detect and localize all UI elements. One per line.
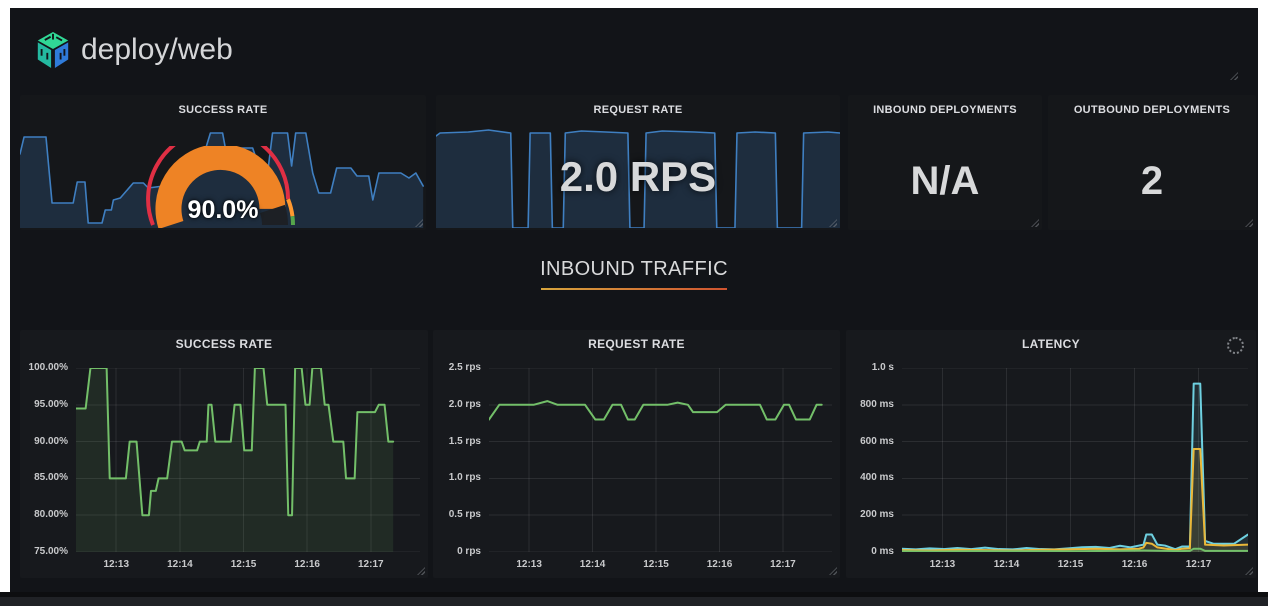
y-axis-tick-label: 80.00%	[34, 509, 68, 521]
panel-title[interactable]: SUCCESS RATE	[178, 104, 268, 116]
x-axis-tick-label: 12:13	[103, 559, 130, 570]
x-axis-tick-label: 12:14	[167, 559, 193, 570]
panel-resize-handle[interactable]	[1031, 219, 1039, 227]
x-axis-tick-label: 12:17	[770, 559, 796, 570]
panel-outbound-deployments-stat: OUTBOUND DEPLOYMENTS 2	[1048, 95, 1256, 230]
y-axis-tick-label: 800 ms	[860, 398, 894, 410]
panel-title[interactable]: SUCCESS RATE	[175, 337, 273, 351]
next-row-cutoff	[0, 592, 1268, 606]
panel-success-rate-stat: SUCCESS RATE 90.0%	[19, 95, 426, 230]
next-row-panel-edge	[0, 597, 1268, 606]
y-axis-tick-label: 200 ms	[860, 509, 894, 521]
y-axis-tick-label: 90.00%	[34, 435, 68, 447]
y-axis-tick-label: 1.5 rps	[448, 435, 481, 447]
y-axis-tick-label: 0 ms	[871, 546, 894, 557]
x-axis-tick-label: 12:13	[516, 559, 542, 570]
y-axis-tick-label: 2.5 rps	[448, 362, 481, 373]
y-axis-tick-label: 0 rps	[457, 546, 481, 557]
deploy-cube-logo-icon	[34, 30, 72, 70]
x-axis-tick-label: 12:15	[643, 559, 669, 570]
panel-resize-handle[interactable]	[1245, 567, 1253, 575]
x-axis-tick-label: 12:16	[294, 559, 320, 570]
dashboard-title: deploy/web	[81, 33, 233, 66]
request-rate-sparkline[interactable]	[435, 128, 841, 229]
panel-request-rate-stat: REQUEST RATE 2.0 RPS	[435, 95, 841, 230]
panel-resize-handle[interactable]	[829, 567, 837, 575]
y-axis-tick-label: 400 ms	[860, 472, 894, 484]
y-axis-tick-label: 1.0 s	[871, 362, 894, 373]
y-axis-tick-label: 75.00%	[34, 546, 68, 557]
section-underline	[541, 288, 727, 290]
x-axis-tick-label: 12:14	[579, 559, 606, 570]
panel-success-rate-graph: SUCCESS RATE 100.00% 95.00% 90.00% 85.00% 80…	[20, 330, 428, 578]
panel-title[interactable]: LATENCY	[1022, 337, 1080, 351]
panel-resize-handle[interactable]	[417, 567, 425, 575]
latency-chart[interactable]	[901, 367, 1249, 553]
y-axis-tick-label: 95.00%	[34, 398, 68, 410]
request-rate-chart[interactable]	[488, 367, 832, 553]
panel-title[interactable]: REQUEST RATE	[588, 337, 685, 351]
section-header: INBOUND TRAFFIC	[10, 258, 1258, 290]
success-rate-gauge[interactable]	[143, 127, 303, 229]
header-panel: deploy/web	[18, 14, 1250, 88]
stat-value: N/A	[910, 159, 980, 203]
panel-title[interactable]: OUTBOUND DEPLOYMENTS	[1073, 104, 1231, 116]
stat-value: 2	[1140, 159, 1164, 203]
section-title: INBOUND TRAFFIC	[540, 258, 728, 280]
x-axis-tick-label: 12:17	[358, 559, 384, 570]
x-axis-tick-label: 12:13	[929, 559, 956, 570]
panel-resize-handle[interactable]	[829, 219, 837, 227]
y-axis-tick-label: 1.0 rps	[448, 472, 481, 484]
panel-inbound-deployments-stat: INBOUND DEPLOYMENTS N/A	[848, 95, 1042, 230]
x-axis-tick-label: 12:15	[230, 559, 257, 570]
gauge-value: 90.0%	[187, 196, 259, 224]
x-axis-tick-label: 12:14	[993, 559, 1020, 570]
panel-resize-handle[interactable]	[415, 219, 423, 227]
x-axis-tick-label: 12:17	[1185, 559, 1212, 570]
panel-resize-handle[interactable]	[1245, 219, 1253, 227]
stat-value: 2.0 RPS	[559, 153, 717, 200]
x-axis-tick-label: 12:16	[1121, 559, 1148, 570]
x-axis-tick-label: 12:16	[706, 559, 733, 570]
y-axis-tick-label: 0.5 rps	[448, 509, 481, 521]
panel-title[interactable]: INBOUND DEPLOYMENTS	[873, 104, 1017, 116]
panel-title[interactable]: REQUEST RATE	[593, 104, 683, 116]
success-rate-chart[interactable]	[75, 367, 420, 553]
panel-resize-handle[interactable]	[1230, 72, 1238, 80]
panel-request-rate-graph: REQUEST RATE 2.5 rps 2.0 rps 1.5 rps 1.0 rp…	[433, 330, 840, 578]
dashboard: deploy/web SUCCESS RATE 90.0% REQUEST RA…	[10, 8, 1258, 592]
y-axis-tick-label: 600 ms	[860, 435, 894, 447]
y-axis-tick-label: 85.00%	[34, 472, 68, 484]
brand: deploy/web	[34, 30, 233, 70]
x-axis-tick-label: 12:15	[1057, 559, 1084, 570]
loading-spinner-icon	[1227, 337, 1244, 354]
y-axis-tick-label: 100.00%	[28, 362, 68, 373]
panel-latency-graph: LATENCY 1.0 s 800 ms 600 ms 400 ms 200 ms 0 m…	[846, 330, 1256, 578]
y-axis-tick-label: 2.0 rps	[448, 398, 481, 410]
